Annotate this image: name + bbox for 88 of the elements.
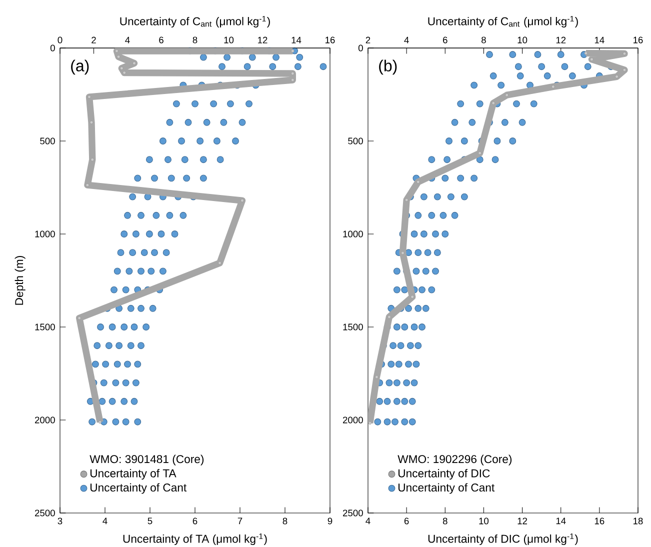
x-tick-label: 4	[102, 518, 108, 524]
x2-tick-label: 6	[159, 36, 164, 44]
point	[291, 72, 294, 76]
point	[291, 49, 294, 53]
y-tick-label: 1500	[343, 324, 363, 330]
point	[78, 316, 81, 320]
point	[240, 198, 244, 202]
y-tick-label: 2000	[34, 416, 55, 424]
x2-tick-label: 12	[556, 36, 566, 44]
legend-label: Uncertainty of DIC	[398, 469, 490, 480]
x2-tick-label: 2	[366, 36, 370, 44]
point	[122, 71, 126, 74]
y-tick-label: 500	[40, 138, 55, 144]
point	[410, 295, 414, 298]
legend-label: Uncertainty of Cant	[398, 483, 495, 494]
x2-tick-label: 14	[594, 36, 604, 44]
point	[218, 261, 222, 265]
y-tick-label: 0	[358, 44, 363, 52]
y-tick-label: 1000	[35, 230, 55, 238]
point	[478, 151, 482, 155]
legend-title: WMO: 3901481 (Core)	[90, 454, 204, 466]
point	[401, 251, 404, 255]
legend-label: Uncertainty of Cant	[90, 483, 187, 494]
x2-tick-label: 4	[125, 36, 130, 44]
point	[552, 85, 555, 88]
point	[86, 183, 90, 187]
point	[291, 78, 294, 82]
x2-tick-label: 2	[92, 36, 96, 44]
x-tick-label: 6	[192, 518, 198, 524]
x2-axis-title: Uncertainty of C$_{ant}$ (μmol kg$^{-1}$)	[120, 16, 270, 28]
point	[615, 75, 618, 78]
point	[416, 180, 420, 184]
y-tick-label: 0	[50, 44, 55, 52]
point	[505, 93, 508, 97]
point	[132, 62, 136, 65]
y-tick-label: 2500	[34, 510, 55, 516]
x2-axis-title: Uncertainty of C$_{ant}$ (μmol kg$^{-1}$)	[428, 16, 578, 28]
point	[388, 315, 391, 319]
x2-tick-label: 12	[258, 36, 268, 44]
x-axis-title: Uncertainty of TA (μmol kg$^{-1}$)	[123, 533, 267, 546]
x-tick-label: 10	[479, 518, 489, 524]
x2-tick-label: 4	[404, 36, 409, 44]
x2-tick-label: 6	[443, 36, 448, 44]
point	[584, 52, 588, 55]
x-tick-label: 7	[238, 518, 242, 524]
y-tick-label: 2500	[342, 510, 363, 516]
point	[404, 198, 408, 202]
x2-tick-label: 16	[326, 36, 335, 44]
y-tick-label: 1500	[35, 324, 55, 330]
point	[622, 52, 626, 56]
y-tick-label: 1000	[343, 230, 363, 238]
annotation: (b)	[379, 60, 397, 75]
y-tick-label: 500	[348, 138, 363, 144]
annotation: (a)	[71, 60, 89, 75]
point	[375, 375, 378, 379]
point	[115, 49, 118, 53]
point	[492, 101, 495, 105]
x-tick-label: 18	[634, 518, 643, 524]
x-tick-label: 5	[148, 518, 152, 524]
x2-tick-label: 14	[292, 36, 302, 44]
x2-tick-label: 16	[634, 36, 643, 44]
y-axis-title: Depth (m)	[14, 256, 26, 305]
x-tick-label: 9	[328, 518, 332, 524]
point	[90, 158, 94, 162]
point	[116, 55, 120, 58]
legend-label: Uncertainty of TA	[90, 469, 176, 480]
point	[368, 421, 372, 425]
point	[590, 58, 594, 61]
point	[98, 420, 102, 424]
x-tick-label: 3	[58, 518, 62, 524]
x-tick-label: 8	[282, 518, 288, 524]
x-tick-label: 8	[442, 518, 448, 524]
x2-tick-label: 8	[482, 36, 486, 44]
point	[622, 68, 626, 72]
x-axis-title: Uncertainty of DIC (μmol kg$^{-1}$)	[428, 533, 578, 546]
x-tick-label: 14	[556, 518, 566, 524]
x-tick-label: 12	[518, 518, 528, 524]
x-tick-label: 16	[594, 518, 604, 524]
x2-tick-label: 0	[58, 36, 62, 44]
x2-tick-label: 10	[518, 36, 528, 44]
x-tick-label: 4	[366, 518, 370, 524]
x2-tick-label: 8	[192, 36, 198, 44]
point	[90, 120, 94, 124]
x2-tick-label: 10	[224, 36, 234, 44]
x-tick-label: 6	[404, 518, 409, 524]
y-tick-label: 2000	[342, 416, 363, 424]
point	[120, 66, 124, 70]
legend-title: WMO: 1902296 (Core)	[398, 454, 512, 466]
